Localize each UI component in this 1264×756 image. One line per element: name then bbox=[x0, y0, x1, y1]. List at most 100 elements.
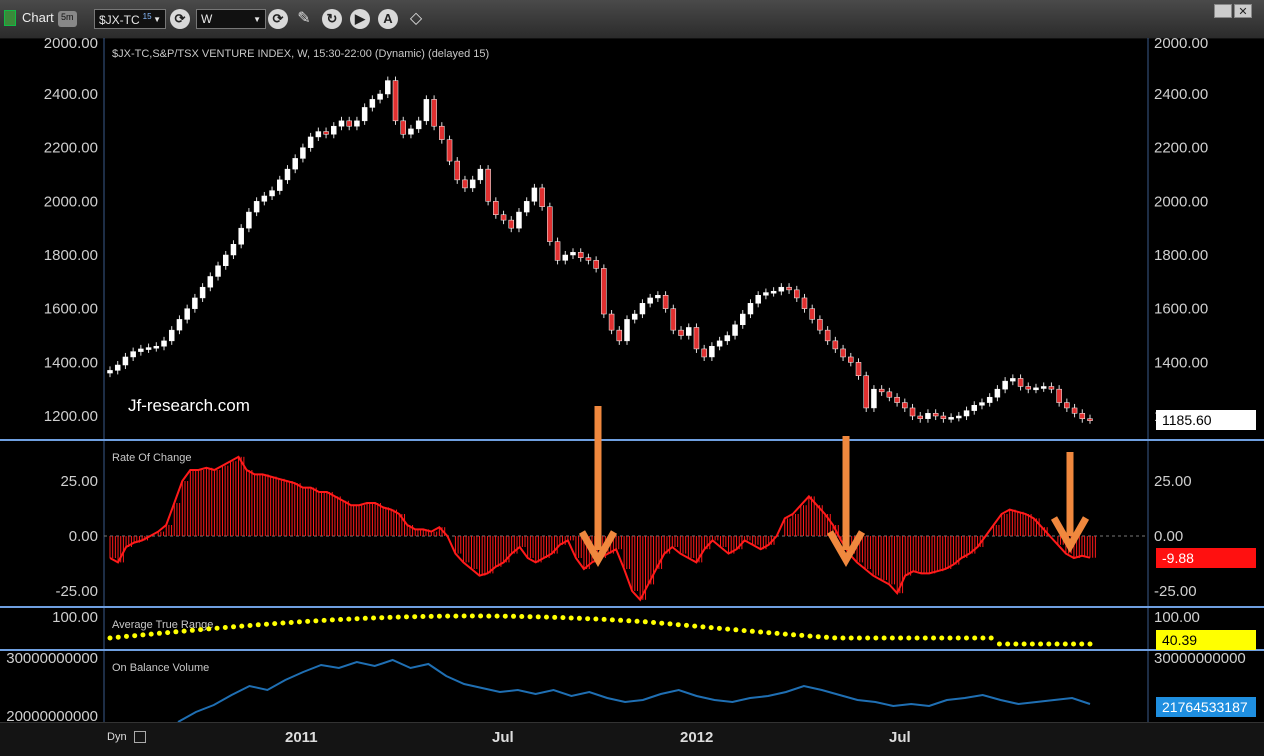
atr-point bbox=[840, 635, 846, 641]
atr-point bbox=[774, 630, 780, 636]
candle-body bbox=[415, 120, 422, 130]
candle-body bbox=[184, 308, 190, 320]
atr-point bbox=[436, 613, 442, 619]
atr-top-label-right: 100.00 bbox=[1154, 609, 1200, 626]
atr-point bbox=[1062, 641, 1068, 647]
candle-body bbox=[755, 295, 761, 304]
chevron-down-icon: ▼ bbox=[153, 15, 161, 24]
close-window-button[interactable]: ✕ bbox=[1234, 4, 1252, 18]
candle-body bbox=[986, 396, 993, 403]
atr-point bbox=[313, 618, 319, 624]
candle-body bbox=[292, 158, 298, 170]
atr-point bbox=[255, 622, 261, 628]
candle-body bbox=[145, 347, 152, 350]
atr-point bbox=[1005, 641, 1011, 647]
candle-body bbox=[593, 260, 599, 269]
candle-body bbox=[670, 308, 677, 331]
candle-body bbox=[107, 370, 113, 374]
pencil-icon[interactable]: ✎ bbox=[297, 10, 311, 27]
symbol-input[interactable]: $JX-TC 15 ▼ bbox=[94, 9, 166, 29]
candle-body bbox=[253, 201, 260, 213]
chart-toolbar: Chart 5m $JX-TC 15 ▼ ⟳ W ▼ ⟳ ✎ ↻ ▶ A ◇ ✕ bbox=[0, 0, 1264, 39]
candle-body bbox=[1064, 402, 1070, 409]
atr-point bbox=[716, 625, 722, 631]
candle-body bbox=[1056, 388, 1062, 403]
atr-point bbox=[469, 613, 475, 619]
atr-point bbox=[461, 613, 467, 619]
atr-point bbox=[725, 626, 731, 632]
candle-body bbox=[1033, 387, 1039, 391]
roc-histogram bbox=[109, 456, 1096, 600]
candle-body bbox=[485, 168, 491, 202]
app-title: Chart bbox=[22, 10, 54, 25]
candle-body bbox=[385, 80, 391, 95]
candle-body bbox=[323, 131, 329, 135]
candle-body bbox=[392, 80, 399, 122]
reload-icon[interactable]: ↻ bbox=[322, 9, 342, 29]
price-tick-right: 2200.00 bbox=[1154, 140, 1208, 157]
obv-top-label-right: 30000000000 bbox=[1154, 650, 1246, 667]
play-icon[interactable]: ▶ bbox=[350, 9, 370, 29]
atr-point bbox=[873, 635, 879, 641]
candle-body bbox=[678, 329, 684, 336]
candle-body bbox=[624, 319, 630, 342]
candle-body bbox=[685, 327, 692, 336]
chart-app-icon bbox=[4, 10, 16, 26]
symbol-refresh-icon[interactable]: ⟳ bbox=[170, 9, 190, 29]
candle-body bbox=[848, 356, 854, 363]
atr-point bbox=[856, 635, 862, 641]
atr-point bbox=[741, 628, 747, 634]
atr-point bbox=[371, 615, 377, 621]
candle-body bbox=[446, 139, 453, 162]
candle-body bbox=[740, 313, 746, 326]
candlestick-series bbox=[107, 76, 1093, 424]
atr-point bbox=[519, 614, 525, 619]
atr-point bbox=[560, 615, 566, 621]
candle-body bbox=[300, 147, 306, 159]
candle-body bbox=[315, 131, 322, 138]
interval-refresh-icon[interactable]: ⟳ bbox=[268, 9, 288, 29]
x-label-jul-1: Jul bbox=[492, 729, 514, 746]
atr-point bbox=[156, 630, 162, 636]
eraser-icon[interactable]: ◇ bbox=[409, 10, 423, 27]
price-tick-left: 2200.00 bbox=[44, 140, 98, 157]
atr-point bbox=[807, 633, 813, 639]
lock-icon[interactable] bbox=[134, 731, 146, 743]
atr-point bbox=[947, 635, 953, 641]
candle-body bbox=[238, 227, 244, 245]
candle-body bbox=[608, 313, 615, 331]
atr-panel-title: Average True Range bbox=[112, 619, 213, 631]
atr-point bbox=[1046, 641, 1052, 647]
atr-point bbox=[511, 613, 517, 619]
candle-body bbox=[562, 254, 569, 261]
symbol-value: $JX-TC bbox=[99, 13, 140, 27]
atr-point bbox=[115, 634, 121, 640]
atr-point bbox=[527, 614, 533, 620]
restore-window-button[interactable] bbox=[1214, 4, 1232, 18]
candle-body bbox=[508, 219, 515, 229]
candle-body bbox=[1087, 418, 1093, 421]
candle-body bbox=[1071, 407, 1078, 414]
atr-point bbox=[198, 627, 204, 633]
atr-point bbox=[568, 615, 574, 621]
candle-body bbox=[153, 345, 160, 349]
candle-body bbox=[1017, 378, 1024, 387]
candle-body bbox=[724, 335, 731, 342]
candle-body bbox=[516, 211, 522, 229]
atr-point bbox=[955, 635, 961, 641]
atr-point bbox=[296, 619, 302, 625]
arrow-head bbox=[826, 530, 866, 568]
atr-point bbox=[445, 613, 451, 619]
candle-body bbox=[801, 297, 808, 309]
obv-line bbox=[177, 658, 1091, 723]
roc-tick-right: -25.00 bbox=[1154, 583, 1197, 600]
candle-body bbox=[1025, 386, 1032, 390]
interval-select[interactable]: W ▼ bbox=[196, 9, 266, 29]
dyn-label[interactable]: Dyn bbox=[107, 731, 127, 743]
atr-point bbox=[346, 616, 352, 622]
candle-body bbox=[531, 187, 538, 202]
alert-icon[interactable]: A bbox=[378, 9, 398, 29]
candle-body bbox=[338, 120, 345, 127]
candle-body bbox=[925, 413, 931, 419]
